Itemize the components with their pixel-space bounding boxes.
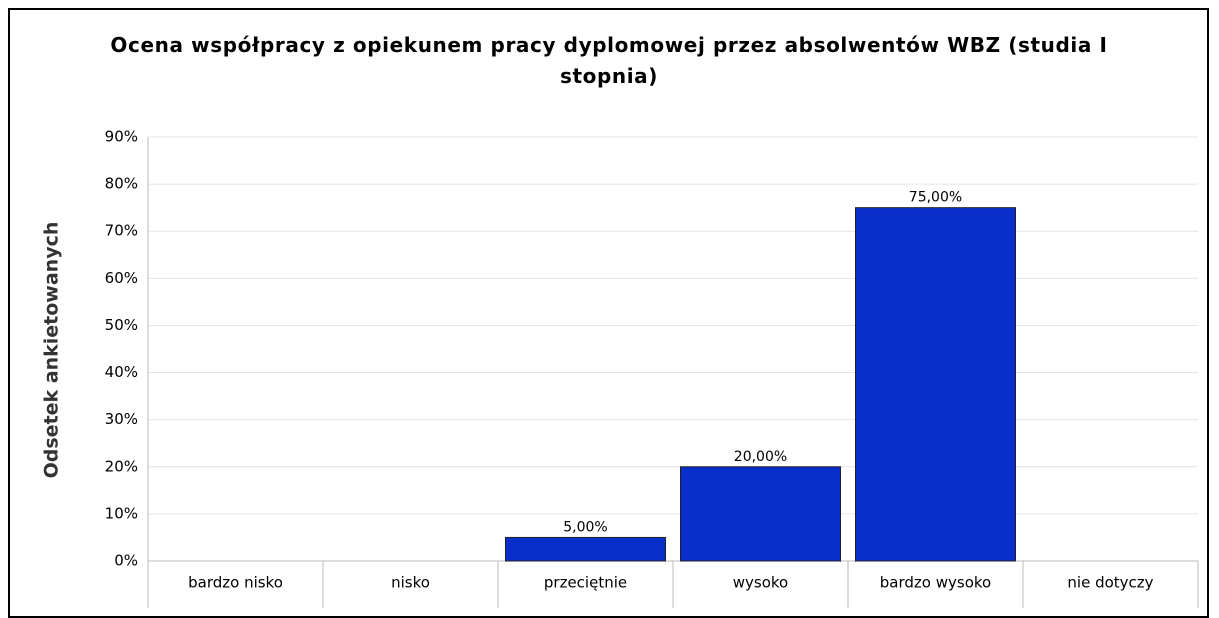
value-label: 5,00%	[563, 519, 607, 535]
value-label: 20,00%	[734, 449, 787, 465]
x-tick-label: bardzo nisko	[188, 574, 283, 592]
x-tick-label: nie dotyczy	[1067, 574, 1153, 592]
bar	[855, 207, 1016, 562]
y-tick-label: 0%	[114, 552, 138, 570]
y-tick-label: 20%	[105, 457, 138, 475]
chart-title: Ocena współpracy z opiekunem pracy dyplo…	[110, 33, 1108, 88]
y-tick-label: 50%	[105, 316, 138, 334]
value-label: 75,00%	[909, 190, 962, 206]
x-tick-label: nisko	[391, 574, 430, 592]
x-tick-label: wysoko	[733, 574, 788, 592]
x-tick-label: bardzo wysoko	[880, 574, 991, 592]
y-tick-label: 10%	[105, 504, 138, 522]
y-tick-label: 30%	[105, 410, 138, 428]
y-tick-label: 60%	[105, 269, 138, 287]
bar	[680, 466, 841, 562]
x-tick-label: przeciętnie	[544, 574, 627, 592]
y-tick-label: 90%	[105, 128, 138, 146]
y-tick-label: 40%	[105, 363, 138, 381]
y-axis-label: Odsetek ankietowanych	[41, 222, 63, 479]
bar	[505, 536, 666, 562]
y-tick-label: 80%	[105, 175, 138, 193]
y-tick-label: 70%	[105, 222, 138, 240]
